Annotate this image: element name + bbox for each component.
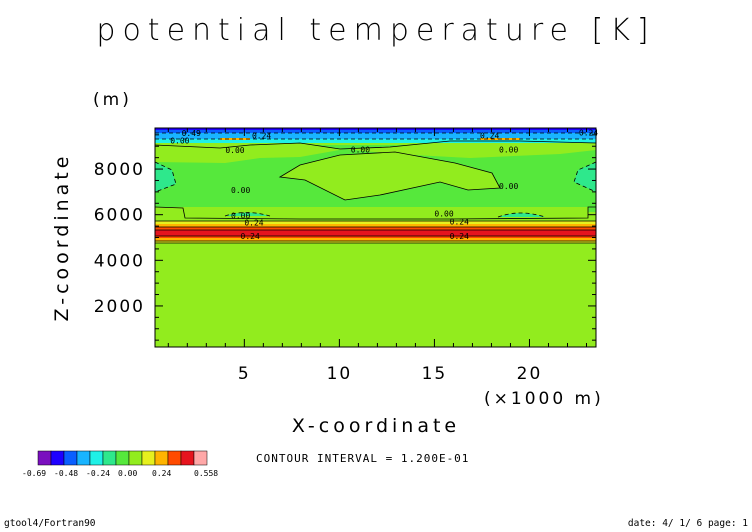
x-axis-label: X-coordinate bbox=[292, 415, 460, 437]
contour-lines bbox=[155, 132, 596, 244]
contour-label: 0.24 bbox=[244, 218, 263, 227]
field-inner-blob bbox=[155, 140, 596, 163]
contour-label: 0.00 bbox=[231, 212, 250, 221]
contour-label: 0.49 bbox=[182, 129, 201, 138]
contour-label: 0.24 bbox=[480, 132, 499, 141]
colorbar-tick-label: -0.48 bbox=[54, 469, 78, 478]
y-axis-label: Z-coordinate bbox=[51, 153, 73, 322]
contour-label: 0.24 bbox=[450, 232, 469, 241]
contour-label: 0.00 bbox=[499, 182, 518, 191]
x-unit-label: (×1000 m) bbox=[484, 389, 604, 409]
field-warm-core bbox=[155, 230, 596, 236]
field-warm-orange-top bbox=[155, 224, 596, 227]
contour-labels: 0.000.240.00 0.000.240.000.00 0.000.000.24… bbox=[170, 129, 598, 242]
x-tick-label: 10 bbox=[327, 364, 353, 384]
contour-label: 0.24 bbox=[252, 131, 271, 140]
contour-line bbox=[155, 206, 596, 220]
colorbar-swatch bbox=[50, 450, 65, 466]
colorbar-tick-label: 0.00 bbox=[118, 469, 137, 478]
colorbar-tick-label: 0.558 bbox=[194, 469, 218, 478]
contour-line-dashed bbox=[573, 161, 596, 193]
y-tick-label: 4000 bbox=[94, 251, 145, 271]
contour-label: 0.00 bbox=[351, 145, 370, 154]
contour-label: 0.00 bbox=[231, 186, 250, 195]
contour-label: 0.24 bbox=[579, 129, 598, 138]
y-tick-label: 2000 bbox=[94, 297, 145, 317]
colorbar: -0.69 -0.48 -0.24 0.00 0.24 0.558 bbox=[22, 450, 218, 478]
field-top-cyan bbox=[155, 133, 596, 139]
field-cyan-low-left bbox=[225, 212, 270, 216]
colorbar-swatch bbox=[141, 450, 156, 466]
colorbar-swatch bbox=[154, 450, 169, 466]
contour-line-dashed bbox=[224, 212, 271, 217]
contour-line bbox=[278, 151, 501, 201]
contour-label: 0.00 bbox=[499, 146, 518, 155]
field-top-teal bbox=[155, 139, 596, 143]
colorbar-swatch bbox=[167, 450, 182, 466]
contour-line bbox=[155, 140, 596, 150]
field-warm-orange-bottom bbox=[155, 238, 596, 241]
y-unit-label: (m) bbox=[93, 90, 132, 110]
colorbar-swatch bbox=[63, 450, 78, 466]
field-cyan-low-right bbox=[498, 213, 545, 217]
contour-label: 0.00 bbox=[434, 210, 453, 219]
field-warm-yellow-bottom bbox=[155, 241, 596, 243]
colorbar-swatch bbox=[37, 450, 52, 466]
y-tick-label: 6000 bbox=[94, 206, 145, 226]
axis-ticks bbox=[155, 128, 596, 347]
colorbar-swatch bbox=[76, 450, 91, 466]
field-center-blob bbox=[280, 152, 500, 200]
colorbar-swatch bbox=[180, 450, 195, 466]
tick-labels: 5 10 15 20 2000 4000 6000 8000 bbox=[94, 160, 543, 384]
field-warm-yellow-top bbox=[155, 221, 596, 224]
field-top-blue bbox=[155, 130, 596, 133]
plot-fields bbox=[155, 128, 596, 347]
contour-line-dashed bbox=[497, 212, 546, 218]
x-tick-label: 20 bbox=[517, 364, 543, 384]
colorbar-tick-label: -0.69 bbox=[22, 469, 46, 478]
field-warm-red1 bbox=[155, 227, 596, 230]
field-warm-red2 bbox=[155, 236, 596, 238]
contour-interval-label: CONTOUR INTERVAL = 1.200E-01 bbox=[256, 452, 469, 465]
footer-right: date: 4/ 1/ 6 page: 1 bbox=[628, 518, 748, 529]
x-tick-label: 15 bbox=[422, 364, 448, 384]
colorbar-tick-label: 0.24 bbox=[152, 469, 171, 478]
colorbar-swatch bbox=[89, 450, 104, 466]
contour-label: 0.00 bbox=[170, 136, 189, 145]
footer-left: gtool4/Fortran90 bbox=[4, 518, 96, 529]
colorbar-swatch bbox=[128, 450, 143, 466]
contour-label: 0.24 bbox=[450, 218, 469, 227]
chart-title: potential temperature [K] bbox=[96, 13, 655, 48]
colorbar-swatch bbox=[193, 450, 208, 466]
x-tick-label: 5 bbox=[238, 364, 251, 384]
contour-label: 0.24 bbox=[241, 232, 260, 241]
colorbar-swatch bbox=[102, 450, 117, 466]
colorbar-swatch bbox=[115, 450, 130, 466]
contour-label: 0.00 bbox=[225, 146, 244, 155]
y-tick-label: 8000 bbox=[94, 160, 145, 180]
field-top-dark bbox=[155, 128, 596, 130]
colorbar-tick-label: -0.24 bbox=[86, 469, 110, 478]
contour-line-dashed bbox=[155, 161, 177, 193]
